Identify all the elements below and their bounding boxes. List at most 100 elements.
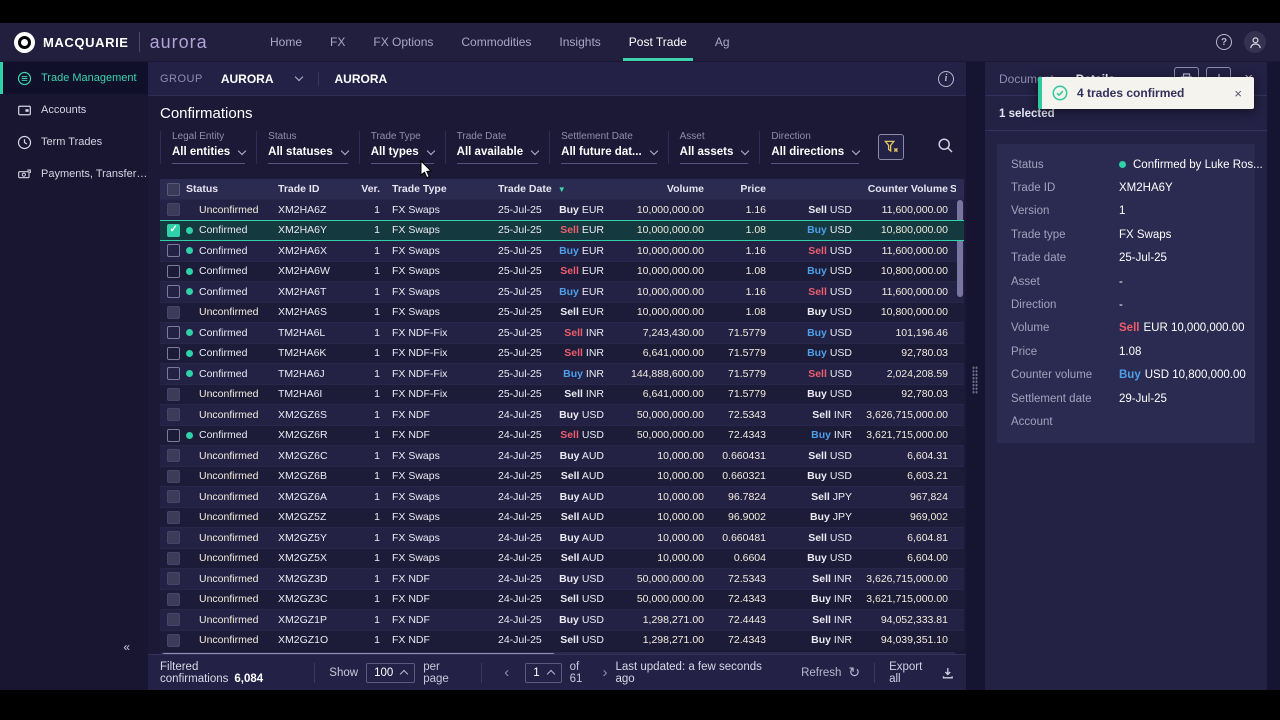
table-row[interactable]: Confirmed XM2GZ6R 1 FX NDF 24-Jul-25 Sel… (160, 424, 964, 445)
row-checkbox[interactable] (166, 326, 180, 340)
table-row[interactable]: Unconfirmed XM2GZ6A 1 FX Swaps 24-Jul-25… (160, 486, 964, 507)
select-all-checkbox[interactable] (166, 182, 180, 196)
row-checkbox[interactable] (166, 531, 180, 545)
next-page-button[interactable]: › (602, 664, 608, 681)
row-checkbox[interactable] (166, 428, 180, 442)
row-checkbox[interactable] (166, 244, 180, 258)
page-number-select[interactable]: 1 (525, 662, 562, 683)
table-row[interactable]: Unconfirmed XM2GZ1O 1 FX NDF 24-Jul-25 S… (160, 629, 964, 650)
row-checkbox[interactable] (166, 367, 180, 381)
price: 1.08 (745, 306, 766, 319)
status-text: Confirmed (199, 244, 248, 257)
table-row[interactable]: Unconfirmed XM2GZ5Y 1 FX Swaps 24-Jul-25… (160, 527, 964, 548)
table-row[interactable]: Confirmed TM2HA6K 1 FX NDF-Fix 25-Jul-25… (160, 342, 964, 363)
row-checkbox[interactable] (166, 449, 180, 463)
table-row[interactable]: Confirmed XM2HA6T 1 FX Swaps 25-Jul-25 B… (160, 281, 964, 302)
filter-dropdown[interactable]: Legal Entity All entities (160, 131, 256, 164)
help-icon[interactable]: ? (1216, 34, 1232, 50)
refresh-button[interactable]: Refresh ↻ (801, 664, 861, 680)
detail-value: Sell EUR 10,000,000.00 (1119, 322, 1245, 335)
page-size-select[interactable]: 100 (366, 662, 416, 683)
table-row[interactable]: Unconfirmed XM2GZ5Z 1 FX Swaps 24-Jul-25… (160, 506, 964, 527)
row-checkbox[interactable] (166, 203, 180, 217)
col-counter-volume[interactable]: Counter Volume (867, 183, 948, 195)
table-row[interactable]: Confirmed XM2HA6Y 1 FX Swaps 25-Jul-25 S… (160, 219, 964, 240)
filter-dropdown[interactable]: Direction All directions (759, 131, 870, 164)
filter-dropdown[interactable]: Trade Type All types (358, 131, 445, 164)
nav-item[interactable]: Home (256, 23, 316, 61)
toast-close-icon[interactable]: × (1234, 85, 1242, 101)
prev-page-button[interactable]: ‹ (504, 664, 510, 681)
clear-filters-button[interactable] (878, 134, 905, 160)
table-row[interactable]: Confirmed TM2HA6J 1 FX NDF-Fix 25-Jul-25… (160, 363, 964, 384)
nav-item[interactable]: Insights (545, 23, 614, 61)
filter-dropdown[interactable]: Settlement Date All future dat... (549, 131, 668, 164)
panel-resize-handle[interactable] (972, 366, 978, 394)
row-checkbox[interactable] (166, 633, 180, 647)
nav-item[interactable]: FX (316, 23, 359, 61)
status-text: Unconfirmed (199, 408, 259, 421)
row-checkbox[interactable] (166, 510, 180, 524)
table-row[interactable]: Unconfirmed XM2GZ3D 1 FX NDF 24-Jul-25 B… (160, 568, 964, 589)
nav-item[interactable]: FX Options (359, 23, 447, 61)
trade-id: XM2HA6T (278, 285, 327, 298)
table-row[interactable]: Unconfirmed XM2GZ6C 1 FX Swaps 24-Jul-25… (160, 445, 964, 466)
col-trade-date[interactable]: Trade Date ▼ (498, 183, 566, 195)
row-checkbox[interactable] (166, 469, 180, 483)
table-row[interactable]: Unconfirmed XM2GZ3C 1 FX NDF 24-Jul-25 S… (160, 588, 964, 609)
sidebar-item[interactable]: Term Trades (0, 126, 148, 158)
filter-dropdown[interactable]: Trade Date All available (444, 131, 549, 164)
row-checkbox[interactable] (166, 572, 180, 586)
table-row[interactable]: Unconfirmed XM2GZ6B 1 FX Swaps 24-Jul-25… (160, 465, 964, 486)
status-text: Unconfirmed (199, 634, 259, 647)
table-vertical-scrollbar[interactable] (956, 200, 964, 652)
status-dot-icon (186, 247, 193, 255)
row-checkbox[interactable] (166, 408, 180, 422)
table-row[interactable]: Unconfirmed XM2GZ6S 1 FX NDF 24-Jul-25 B… (160, 404, 964, 425)
sidebar-collapse-button[interactable]: « (123, 640, 130, 654)
table-row[interactable]: Confirmed TM2HA6L 1 FX NDF-Fix 25-Jul-25… (160, 322, 964, 343)
info-icon[interactable]: i (938, 70, 954, 87)
table-row[interactable]: Unconfirmed XM2HA6S 1 FX Swaps 25-Jul-25… (160, 301, 964, 322)
table-row[interactable]: Confirmed XM2HA6W 1 FX Swaps 25-Jul-25 S… (160, 260, 964, 281)
sidebar-item[interactable]: Accounts (0, 94, 148, 126)
col-trade-id[interactable]: Trade ID (278, 183, 320, 195)
nav-item[interactable]: Ag (701, 23, 744, 61)
filter-dropdown[interactable]: Asset All assets (667, 131, 760, 164)
nav-item[interactable]: Post Trade (615, 23, 701, 61)
detail-label: Version (1011, 205, 1050, 218)
nav-item[interactable]: Commodities (447, 23, 545, 61)
row-checkbox[interactable] (166, 551, 180, 565)
col-price[interactable]: Price (740, 183, 766, 195)
export-all-button[interactable]: Export all (889, 661, 954, 685)
table-row[interactable]: Unconfirmed XM2GZ1P 1 FX NDF 24-Jul-25 B… (160, 609, 964, 630)
group-select[interactable]: AURORA (221, 71, 319, 86)
direction-2: Buy JPY (809, 511, 852, 524)
row-checkbox[interactable] (166, 223, 180, 237)
price: 0.660481 (722, 531, 766, 544)
table-row[interactable]: Confirmed XM2HA6X 1 FX Swaps 25-Jul-25 B… (160, 240, 964, 261)
table-row[interactable]: Unconfirmed XM2HA6Z 1 FX Swaps 25-Jul-25… (160, 199, 964, 220)
table-row[interactable]: Unconfirmed TM2HA6I 1 FX NDF-Fix 25-Jul-… (160, 383, 964, 404)
row-checkbox[interactable] (166, 346, 180, 360)
volume: 144,888,600.00 (631, 367, 704, 380)
row-checkbox[interactable] (166, 305, 180, 319)
search-icon[interactable] (937, 137, 954, 159)
filter-dropdown[interactable]: Status All statuses (256, 131, 359, 164)
row-checkbox[interactable] (166, 264, 180, 278)
row-checkbox[interactable] (166, 387, 180, 401)
col-status[interactable]: Status (186, 183, 219, 195)
price: 0.660321 (722, 470, 766, 483)
row-checkbox[interactable] (166, 592, 180, 606)
table-row[interactable]: Unconfirmed XM2GZ5X 1 FX Swaps 24-Jul-25… (160, 547, 964, 568)
col-trade-type[interactable]: Trade Type (392, 183, 447, 195)
row-checkbox[interactable] (166, 490, 180, 504)
col-volume[interactable]: Volume (666, 183, 704, 195)
user-avatar-icon[interactable] (1244, 31, 1266, 53)
row-checkbox[interactable] (166, 613, 180, 627)
sidebar-item[interactable]: Payments, Transfers & ... (0, 158, 148, 190)
filter-label: Trade Date (456, 131, 507, 142)
row-checkbox[interactable] (166, 285, 180, 299)
col-version[interactable]: Ver. (361, 183, 380, 195)
sidebar-item[interactable]: Trade Management (0, 62, 148, 94)
